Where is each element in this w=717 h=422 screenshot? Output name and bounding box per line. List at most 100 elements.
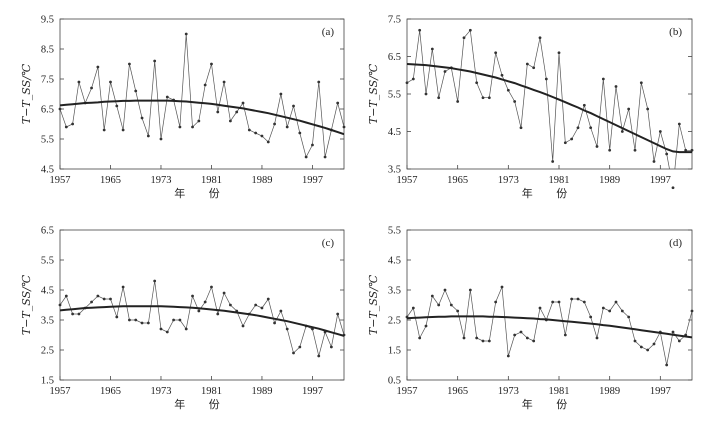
data-point	[456, 309, 460, 313]
data-point	[506, 88, 510, 92]
data-point	[298, 131, 302, 135]
data-point	[481, 96, 485, 100]
data-point	[652, 160, 656, 163]
data-point	[411, 77, 415, 81]
y-tick-label: 6.5	[41, 226, 54, 237]
y-tick-label: 8.5	[41, 45, 54, 56]
y-axis-label: T−T_SS/℃	[20, 274, 33, 335]
y-tick-label: 6.5	[41, 105, 54, 116]
data-point	[241, 324, 245, 328]
data-point	[285, 327, 289, 331]
x-tick-label: 1965	[100, 175, 121, 186]
data-point	[665, 363, 669, 367]
data-point	[279, 92, 283, 96]
plot-frame	[59, 18, 345, 170]
data-point	[146, 321, 150, 325]
y-tick-label: 7.5	[388, 15, 401, 26]
data-point	[538, 36, 542, 40]
data-point	[216, 312, 220, 316]
data-point	[203, 83, 207, 87]
y-tick-label: 4.5	[41, 165, 54, 176]
y-axis-label: T−T_SS/℃	[20, 63, 33, 124]
data-point	[418, 28, 422, 32]
data-point	[462, 36, 466, 40]
data-point	[77, 80, 81, 84]
data-point	[191, 125, 194, 129]
y-tick-label: 4.5	[388, 256, 401, 267]
data-point	[576, 126, 580, 130]
data-point	[96, 294, 100, 298]
data-point	[519, 330, 523, 334]
x-tick-label: 1973	[150, 386, 171, 397]
x-tick-label: 1981	[201, 386, 222, 397]
x-tick-label: 1989	[251, 175, 272, 186]
data-point	[418, 336, 422, 340]
y-tick-label: 7.5	[41, 75, 54, 86]
data-point	[639, 81, 643, 85]
data-point	[298, 345, 302, 349]
data-point	[292, 351, 295, 355]
panel-label: (d)	[669, 237, 682, 249]
data-point	[58, 107, 62, 111]
data-point	[443, 70, 447, 73]
data-point	[513, 100, 517, 103]
data-point	[96, 65, 100, 69]
data-point	[525, 62, 529, 66]
data-point	[563, 141, 567, 145]
data-point	[159, 327, 163, 331]
data-point	[430, 47, 434, 51]
data-point	[525, 336, 529, 340]
data-point	[424, 324, 428, 328]
x-tick-label: 1981	[549, 386, 570, 397]
y-tick-label: 5.5	[41, 256, 54, 267]
data-point	[260, 134, 264, 138]
data-point	[153, 279, 157, 283]
data-point	[532, 66, 536, 70]
data-point	[77, 312, 81, 316]
y-tick-label: 4.5	[388, 127, 401, 138]
data-point	[462, 336, 466, 340]
data-point	[633, 148, 637, 152]
x-axis-label: 年 份	[174, 397, 230, 411]
data-point	[671, 330, 675, 334]
data-point	[184, 32, 188, 36]
data-point	[266, 297, 270, 301]
panel-label: (c)	[322, 237, 335, 249]
data-point	[178, 318, 182, 322]
chart-panel: 3.5 4.5 5.5 6.5 7.5 1957 1965 1973 1981 1989 1997 年…	[367, 15, 694, 200]
data-point	[620, 309, 624, 313]
plot-frame	[406, 18, 693, 170]
data-point	[443, 288, 447, 292]
data-point	[620, 130, 624, 133]
data-point	[690, 148, 694, 152]
x-tick-label: 1997	[650, 386, 671, 397]
data-point	[336, 101, 340, 105]
data-point	[468, 28, 472, 32]
data-point	[595, 336, 599, 340]
series-line-observed	[407, 29, 692, 169]
data-point	[456, 100, 460, 103]
chart-panel: 1.5 2.5 3.5 4.5 5.5 6.5 1957 1965 1973 1981 1989 19…	[20, 226, 346, 411]
data-point	[430, 294, 434, 298]
data-point	[329, 345, 333, 349]
data-point	[684, 148, 688, 152]
y-axis-label: T−T_SS/℃	[367, 274, 380, 335]
data-point	[304, 155, 308, 159]
y-tick-label: 0.5	[388, 376, 401, 387]
data-point	[513, 333, 517, 337]
data-point	[115, 315, 119, 319]
data-point	[203, 300, 207, 304]
y-tick-label: 2.5	[41, 346, 54, 357]
data-point	[494, 51, 498, 55]
data-point	[494, 300, 498, 304]
x-tick-label: 1973	[498, 386, 519, 397]
data-point	[311, 143, 314, 147]
x-tick-label: 1965	[447, 175, 468, 186]
data-point	[229, 119, 232, 123]
data-point	[519, 126, 523, 130]
data-point	[90, 86, 93, 90]
data-point	[197, 119, 201, 123]
data-point	[121, 285, 125, 289]
data-point	[165, 330, 169, 334]
